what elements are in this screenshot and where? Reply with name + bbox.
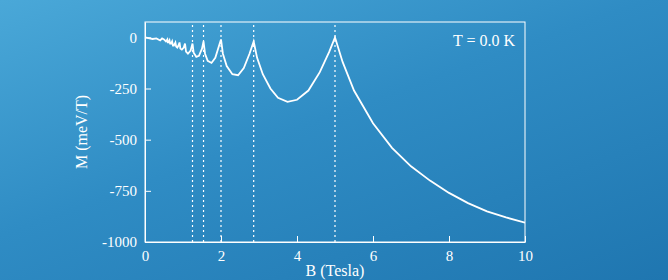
y-axis: 0 -250 -500 -750 -1000 <box>102 23 151 251</box>
x-tick-mark <box>373 236 374 242</box>
x-tick-label: 8 <box>446 248 454 264</box>
vertical-marker <box>192 22 193 242</box>
y-axis-title: M (meV/T) <box>73 95 91 169</box>
x-tick-label: 10 <box>518 248 533 264</box>
x-tick-mark <box>525 236 526 242</box>
x-tick-label: 0 <box>142 248 150 264</box>
y-tick-mark <box>145 242 151 243</box>
y-tick-label: -750 <box>110 183 138 199</box>
vertical-marker <box>334 22 335 242</box>
x-tick: 8 <box>446 236 454 264</box>
vertical-marker <box>253 22 254 242</box>
marks <box>145 22 525 242</box>
x-tick-mark <box>221 236 222 242</box>
y-tick: -750 <box>110 183 152 199</box>
x-tick: 2 <box>218 236 226 264</box>
y-tick: -500 <box>110 132 152 148</box>
plot: 0 2 4 6 8 10 0 -250 -500 -750 -1000 T = 0.0 K <box>102 22 533 264</box>
plot-frame <box>145 22 525 242</box>
y-tick-mark <box>145 89 151 90</box>
y-tick-mark <box>145 140 151 141</box>
x-tick: 6 <box>370 236 378 264</box>
y-tick: 0 <box>130 30 152 46</box>
x-tick-label: 6 <box>370 248 378 264</box>
chart: 0 2 4 6 8 10 0 -250 -500 -750 -1000 T = 0.0 K B (Tes… <box>0 0 668 280</box>
y-tick-mark <box>145 191 151 192</box>
x-tick-label: 4 <box>294 248 302 264</box>
x-tick-label: 2 <box>218 248 226 264</box>
y-tick-label: 0 <box>130 30 138 46</box>
y-tick: -1000 <box>102 234 151 250</box>
y-tick-mark <box>145 37 151 38</box>
x-axis-title: B (Tesla) <box>306 262 365 280</box>
vertical-marker <box>203 22 204 242</box>
y-tick-label: -1000 <box>102 234 137 250</box>
x-axis-line <box>146 242 526 243</box>
data-line <box>145 37 525 222</box>
x-tick: 4 <box>294 236 302 264</box>
x-tick-mark <box>297 236 298 242</box>
vertical-marker <box>220 22 221 242</box>
y-tick: -250 <box>110 81 152 97</box>
x-tick: 10 <box>518 236 533 264</box>
x-tick-mark <box>449 236 450 242</box>
x-axis: 0 2 4 6 8 10 <box>142 236 533 264</box>
y-tick-label: -500 <box>110 132 138 148</box>
y-tick-label: -250 <box>110 81 138 97</box>
annotation: T = 0.0 K <box>453 32 516 49</box>
y-axis-line <box>145 23 146 243</box>
